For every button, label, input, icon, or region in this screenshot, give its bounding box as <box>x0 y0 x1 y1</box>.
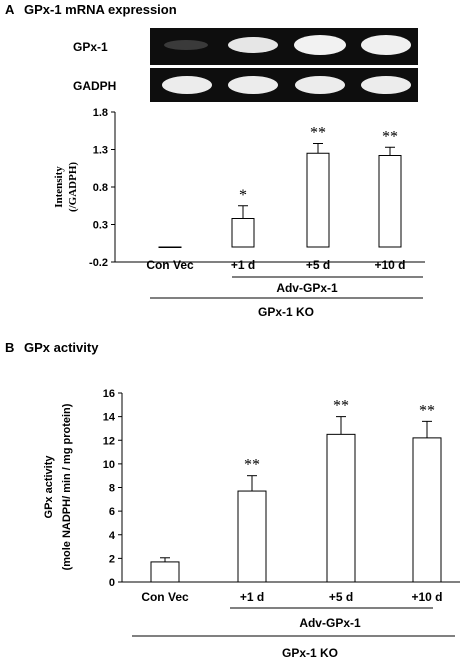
chart-b-category-label: +10 d <box>411 590 442 604</box>
gel-label-gadph: GADPH <box>73 79 116 93</box>
chart-b-ytick-label: 6 <box>109 506 115 518</box>
gel-gpx1-band-1 <box>164 40 208 50</box>
chart-a-ytick-label: 1.8 <box>93 107 108 119</box>
chart-b-significance-mark: ** <box>419 402 435 419</box>
chart-b-category-label: Con Vec <box>141 590 189 604</box>
chart-a-bar <box>231 218 255 248</box>
chart-b: 0 2 4 6 8 10 12 14 16 Con Vec ** +1 d ** +5 d ** +10 d <box>103 388 460 604</box>
chart-a-ytick-label: -0.2 <box>89 257 108 269</box>
chart-a-bar <box>306 152 330 248</box>
chart-b-ytick-label: 14 <box>103 412 116 424</box>
chart-b-bar <box>150 561 180 583</box>
chart-b-ytick-label: 10 <box>103 459 115 471</box>
chart-a-ytick-label: 0.8 <box>93 182 108 194</box>
chart-a-ytick-label: 0.3 <box>93 220 108 232</box>
chart-a-significance-mark: * <box>239 187 247 204</box>
chart-a-category-label: +5 d <box>306 258 330 272</box>
panel-a-letter: A <box>5 2 15 17</box>
chart-a-ylabel-line1: Intensity <box>53 166 65 208</box>
panel-a-title: GPx-1 mRNA expression <box>24 2 177 17</box>
chart-b-ytick-label: 16 <box>103 388 115 400</box>
panel-a-group-label-1: Adv-GPx-1 <box>276 281 338 295</box>
chart-b-category-label: +1 d <box>240 590 264 604</box>
chart-a-category-label: Con Vec <box>146 258 194 272</box>
panel-b-title: GPx activity <box>24 340 99 355</box>
gel-gadph-band-4 <box>361 76 411 94</box>
chart-b-ylabel-line1: GPx activity <box>43 455 55 519</box>
chart-a-ytick-label: 1.3 <box>93 145 108 157</box>
gel-gadph-band-1 <box>162 76 212 94</box>
panel-a-group-label-2: GPx-1 KO <box>258 305 314 319</box>
chart-a-ylabel-line2: (/GADPH) <box>67 162 79 212</box>
chart-a-bar <box>378 155 402 248</box>
gel-gpx1-band-3 <box>294 35 346 55</box>
chart-b-bar <box>237 490 267 583</box>
chart-a-category-label: +10 d <box>374 258 405 272</box>
panel-b-group-label-2: GPx-1 KO <box>282 646 338 660</box>
chart-b-bar <box>412 437 442 583</box>
gel-gadph: GADPH <box>73 68 418 102</box>
chart-a-significance-mark: ** <box>310 125 326 142</box>
chart-b-ylabel-line2: (mole NADPH/ min / mg protein) <box>61 403 73 570</box>
chart-b-ytick-label: 2 <box>109 553 115 565</box>
gel-gadph-band-2 <box>228 76 278 94</box>
gel-gpx1: GPx-1 <box>73 28 418 65</box>
chart-b-ytick-label: 12 <box>103 435 115 447</box>
gel-label-gpx1: GPx-1 <box>73 40 108 54</box>
chart-b-category-label: +5 d <box>329 590 353 604</box>
chart-a-bar <box>158 246 182 248</box>
chart-a-significance-mark: ** <box>382 128 398 145</box>
chart-b-ytick-label: 8 <box>109 483 115 495</box>
gel-gadph-bands <box>162 76 411 94</box>
chart-b-ytick-label: 4 <box>109 530 116 542</box>
panel-b-group-label-1: Adv-GPx-1 <box>299 616 361 630</box>
chart-b-ytick-label: 0 <box>109 577 115 589</box>
gel-gpx1-band-4 <box>361 35 411 55</box>
chart-b-significance-mark: ** <box>333 398 349 415</box>
panel-b-letter: B <box>5 340 14 355</box>
chart-b-significance-mark: ** <box>244 457 260 474</box>
chart-a: -0.2 0.3 0.8 1.3 1.8 Con Vec * +1 d ** +5 d ** +10 … <box>89 107 425 272</box>
chart-b-bar <box>326 433 356 583</box>
chart-a-category-label: +1 d <box>231 258 255 272</box>
gel-gpx1-bands <box>164 35 411 55</box>
gel-gadph-band-3 <box>295 76 345 94</box>
gel-gpx1-band-2 <box>228 37 278 53</box>
